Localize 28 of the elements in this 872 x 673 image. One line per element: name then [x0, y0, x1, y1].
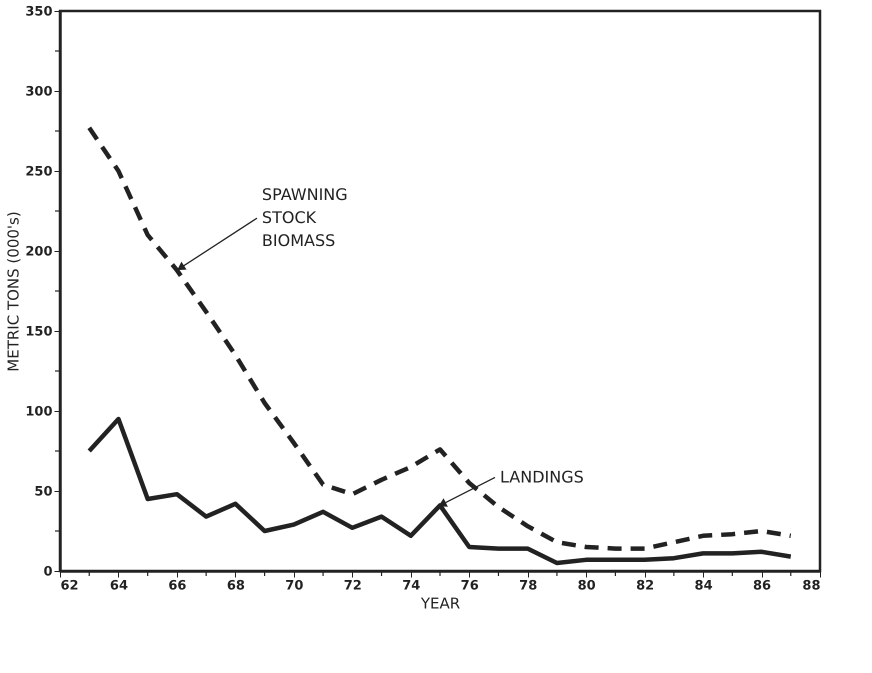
- y-tick-label: 200: [25, 244, 52, 260]
- y-tick-label: 350: [25, 4, 52, 20]
- x-tick-label: 84: [694, 578, 713, 594]
- x-tick-label: 76: [460, 578, 479, 594]
- x-tick-label: 80: [578, 578, 596, 594]
- y-axis-title: METRIC TONS (000's): [4, 211, 22, 372]
- annotation: SPAWNING STOCK BIOMASS: [262, 185, 348, 250]
- x-tick-label: 72: [344, 578, 362, 594]
- x-tick-label: 88: [802, 578, 820, 594]
- y-tick-label: 250: [25, 164, 52, 180]
- line-series: [86, 126, 794, 551]
- x-tick-label: 64: [110, 578, 128, 594]
- y-tick-label: 0: [43, 564, 52, 580]
- x-tick-label: 78: [519, 578, 538, 594]
- x-axis-title: YEAR: [420, 594, 460, 612]
- y-tick-label: 100: [25, 404, 52, 420]
- x-tick-label: 82: [636, 578, 654, 594]
- line-series: [86, 416, 794, 566]
- x-tick-label: 62: [60, 578, 79, 594]
- x-tick-label: 68: [226, 578, 245, 594]
- annotation: LANDINGS: [500, 467, 584, 486]
- x-tick-label: 66: [168, 578, 186, 594]
- y-tick-label: 300: [25, 84, 52, 100]
- x-tick-label: 74: [402, 578, 420, 594]
- y-tick-label: 50: [34, 484, 52, 500]
- y-tick-label: 150: [25, 324, 52, 340]
- x-tick-label: 86: [752, 578, 772, 594]
- x-tick-label: 70: [285, 578, 304, 594]
